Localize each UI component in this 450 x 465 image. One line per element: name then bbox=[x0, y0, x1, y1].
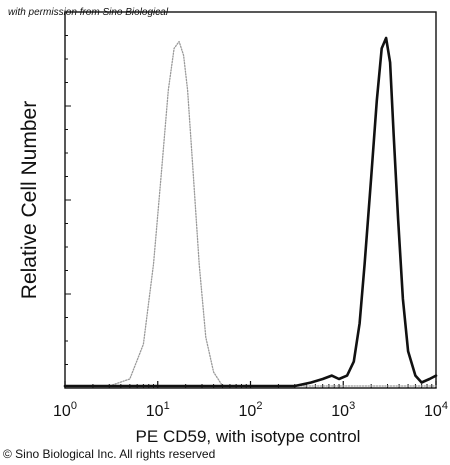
x-tick-label: 100 bbox=[53, 400, 77, 420]
x-tick-label: 104 bbox=[424, 400, 448, 420]
x-tick-label: 102 bbox=[239, 400, 263, 420]
y-axis-ticks bbox=[65, 11, 71, 389]
y-axis-label: Relative Cell Number bbox=[18, 101, 41, 299]
isotype-control-curve bbox=[64, 40, 437, 387]
copyright-notice: © Sino Biological Inc. All rights reserv… bbox=[3, 447, 215, 461]
pe-cd59-curve bbox=[63, 36, 438, 388]
x-axis-tick-labels: 100 101 102 103 104 bbox=[53, 400, 448, 420]
x-axis-label: PE CD59, with isotype control bbox=[136, 427, 361, 446]
x-tick-label: 101 bbox=[146, 400, 170, 420]
x-tick-label: 103 bbox=[331, 400, 355, 420]
histogram-series bbox=[63, 36, 438, 388]
